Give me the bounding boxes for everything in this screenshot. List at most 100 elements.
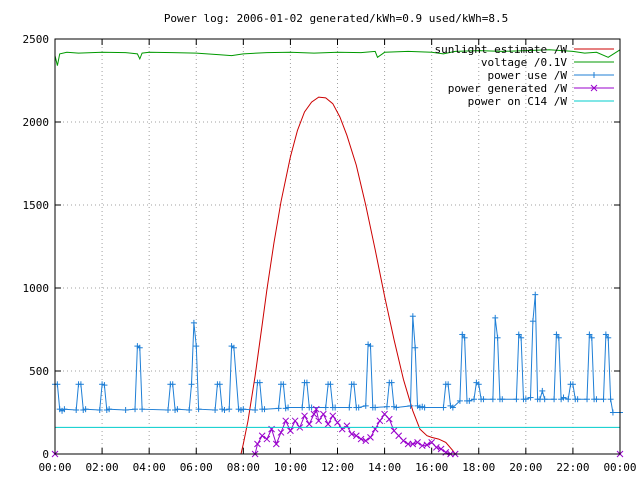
data-point xyxy=(385,415,393,423)
data-point xyxy=(494,334,501,341)
chart-title: Power log: 2006-01-02 generated/kWh=0.9 … xyxy=(164,12,508,25)
data-point xyxy=(362,437,370,445)
data-point xyxy=(216,381,223,388)
data-point xyxy=(362,402,369,409)
data-point xyxy=(299,404,306,411)
x-tick-label: 04:00 xyxy=(133,461,166,474)
series-power-use-w xyxy=(52,291,623,416)
data-point xyxy=(383,403,390,410)
y-tick-label: 2500 xyxy=(23,33,50,46)
data-point xyxy=(263,435,271,443)
x-tick-label: 02:00 xyxy=(86,461,119,474)
data-point xyxy=(308,404,315,411)
legend-marker-power-use-w xyxy=(591,72,597,78)
data-point xyxy=(352,432,360,440)
data-point xyxy=(106,406,113,413)
series-sunlight-estimate-w xyxy=(55,96,620,455)
data-point xyxy=(584,396,591,403)
x-tick-label: 20:00 xyxy=(509,461,542,474)
data-point xyxy=(212,407,219,414)
data-point xyxy=(291,417,299,425)
x-tick-label: 06:00 xyxy=(180,461,213,474)
data-point xyxy=(334,419,341,426)
legend-label-power-on-c14-w: power on C14 /W xyxy=(468,95,568,108)
data-point xyxy=(73,407,80,414)
data-point xyxy=(499,396,506,403)
data-point xyxy=(186,407,193,414)
data-point xyxy=(350,381,357,388)
data-point xyxy=(388,379,395,386)
y-tick-label: 2000 xyxy=(23,116,50,129)
data-point xyxy=(600,396,607,403)
data-point xyxy=(414,439,421,446)
data-point xyxy=(532,291,539,298)
data-point xyxy=(275,405,282,412)
data-point xyxy=(277,429,285,436)
legend-label-power-use-w: power use /W xyxy=(488,69,568,82)
data-point xyxy=(492,314,499,321)
data-point xyxy=(96,407,103,414)
data-point xyxy=(412,344,419,351)
y-tick-label: 1000 xyxy=(23,282,50,295)
x-tick-label: 22:00 xyxy=(556,461,589,474)
data-point xyxy=(588,334,595,341)
x-tick-label: 16:00 xyxy=(415,461,448,474)
legend-marker-power-generated-w xyxy=(590,84,598,92)
data-point xyxy=(312,405,320,413)
data-point xyxy=(346,404,353,411)
data-point xyxy=(553,331,560,338)
data-point xyxy=(421,404,428,411)
data-point xyxy=(376,417,384,425)
data-point xyxy=(593,396,600,403)
data-point xyxy=(437,445,445,453)
data-point xyxy=(475,381,482,388)
x-tick-label: 14:00 xyxy=(368,461,401,474)
data-point xyxy=(287,427,294,435)
data-point xyxy=(529,318,536,325)
data-point xyxy=(586,331,593,338)
x-tick-label: 08:00 xyxy=(227,461,260,474)
data-point xyxy=(423,441,431,449)
data-point xyxy=(169,381,176,388)
data-point xyxy=(188,381,195,388)
x-tick-label: 10:00 xyxy=(274,461,307,474)
data-point xyxy=(522,396,529,403)
data-point xyxy=(324,420,332,428)
data-point xyxy=(327,381,334,388)
legend-label-voltage-0-1v: voltage /0.1V xyxy=(481,56,567,69)
data-point xyxy=(609,409,616,416)
x-tick-label: 00:00 xyxy=(603,461,636,474)
data-point xyxy=(226,406,233,413)
data-point xyxy=(560,394,567,401)
data-point xyxy=(195,406,202,413)
data-point xyxy=(393,404,400,411)
data-point xyxy=(348,430,355,438)
data-point xyxy=(82,406,89,413)
data-point xyxy=(322,404,329,411)
data-point xyxy=(355,404,362,411)
data-point xyxy=(320,410,327,418)
data-point xyxy=(480,396,487,403)
data-point xyxy=(372,404,379,411)
data-point xyxy=(449,404,456,411)
data-point xyxy=(240,406,247,413)
data-point xyxy=(489,396,496,403)
data-point xyxy=(101,382,108,389)
data-point xyxy=(569,381,576,388)
data-point xyxy=(445,381,452,388)
data-point xyxy=(357,435,365,443)
data-point xyxy=(409,313,416,320)
data-point xyxy=(539,387,546,394)
data-point xyxy=(301,412,308,420)
series-line-sunlight-estimate-w xyxy=(55,96,620,455)
data-point xyxy=(555,334,562,341)
data-point xyxy=(404,440,412,448)
data-point xyxy=(513,396,520,403)
data-point xyxy=(461,334,468,341)
data-point xyxy=(409,440,417,448)
data-point xyxy=(602,331,609,338)
data-point xyxy=(518,334,525,341)
data-point xyxy=(136,344,143,351)
